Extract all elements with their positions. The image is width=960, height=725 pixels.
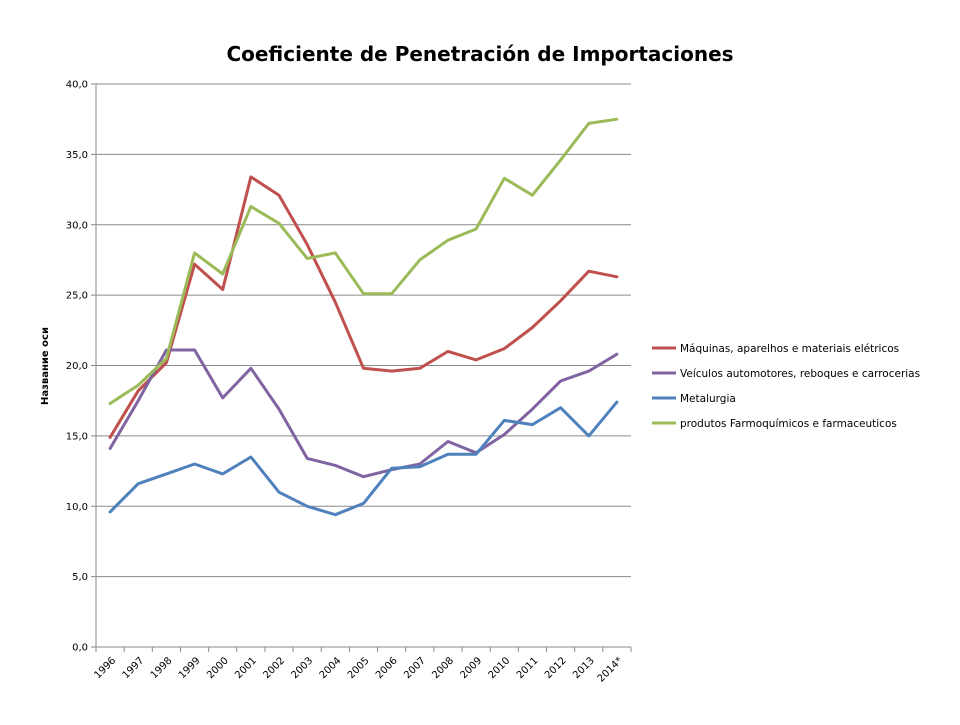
y-tick-labels: 0,0 5,0 10,0 15,0 20,0 25,0 30,0 35,0 40,0 (66, 80, 88, 654)
series-lines (108, 117, 619, 517)
x-tick-label: 2005 (346, 655, 372, 681)
x-tick-label: 2010 (487, 655, 513, 681)
y-tick-label: 10,0 (66, 502, 88, 513)
x-tick-label: 2013 (571, 655, 597, 681)
legend: Máquinas, aparelhos e materiais elétrico… (652, 343, 920, 430)
x-tick-label: 2006 (374, 655, 400, 681)
y-tick-label: 20,0 (66, 361, 88, 372)
x-tick-label: 1998 (149, 655, 175, 681)
y-tick-label: 35,0 (66, 150, 88, 161)
x-tick-label: 2011 (515, 655, 541, 681)
series-line-3 (108, 400, 619, 517)
y-axis-title: Название оси (40, 327, 51, 405)
chart-title: Coeficiente de Penetración de Importacio… (226, 42, 733, 66)
y-tick-label: 30,0 (66, 220, 88, 231)
x-tick-label: 2012 (543, 655, 569, 681)
x-tick-label: 2008 (430, 655, 456, 681)
series-line-4 (108, 117, 619, 405)
legend-label: Metalurgia (680, 393, 736, 405)
x-tick-label: 2004 (318, 655, 344, 681)
x-tick-labels: 1996 1997 1998 1999 2000 2001 2002 2003 2004 2005… (92, 655, 625, 684)
series-line-1 (108, 175, 619, 439)
x-tick-label: 2009 (458, 655, 484, 681)
x-tick-label: 1996 (92, 655, 118, 681)
y-tick-label: 0,0 (72, 643, 88, 654)
y-tick-label: 40,0 (66, 80, 88, 91)
x-tick-label: 1999 (177, 655, 203, 681)
x-tick-label: 2014* (596, 655, 625, 684)
legend-label: Veículos automotores, reboques e carroce… (680, 368, 920, 380)
y-tick-label: 5,0 (72, 572, 88, 583)
legend-label: produtos Farmoquímicos e farmaceuticos (680, 418, 897, 430)
x-tick-label: 2002 (261, 655, 287, 681)
x-tick-label: 2001 (233, 655, 259, 681)
axes (95, 84, 632, 652)
x-tick-label: 2007 (402, 655, 428, 681)
x-tick-label: 2003 (290, 655, 316, 681)
x-tick-label: 1997 (121, 655, 147, 681)
series-line-2 (108, 348, 619, 479)
x-tick-label: 2000 (205, 655, 231, 681)
y-tick-label: 25,0 (66, 291, 88, 302)
legend-label: Máquinas, aparelhos e materiais elétrico… (680, 343, 899, 355)
y-tick-label: 15,0 (66, 431, 88, 442)
